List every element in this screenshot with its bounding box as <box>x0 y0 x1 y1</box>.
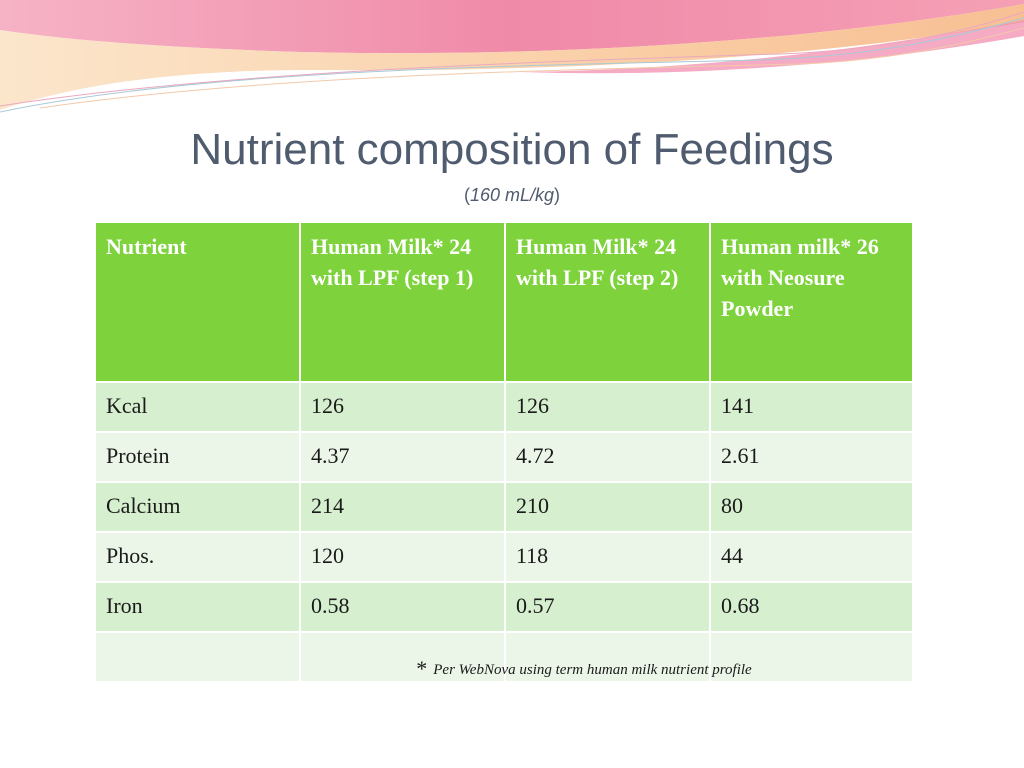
value-cell: 214 <box>299 481 506 533</box>
value-cell: 0.58 <box>299 581 506 633</box>
header-nutrient: Nutrient <box>94 221 301 383</box>
header-human-milk-24-step1: Human Milk* 24 with LPF (step 1) <box>299 221 506 383</box>
value-cell: 44 <box>709 531 914 583</box>
thin-line-2 <box>0 11 1024 107</box>
decorative-swoosh-banner <box>0 0 1024 113</box>
header-human-milk-26-neosure: Human milk* 26 with Neosure Powder <box>709 221 914 383</box>
thin-line-3 <box>39 27 1024 109</box>
footnote-marker: * <box>416 656 428 681</box>
header-human-milk-24-step2: Human Milk* 24 with LPF (step 2) <box>504 221 711 383</box>
nutrient-name-cell: Kcal <box>94 381 301 433</box>
empty-cell <box>94 631 301 683</box>
subtitle-unit: 160 mL/kg <box>469 185 555 205</box>
peach-swoosh <box>0 4 1024 110</box>
value-cell: 118 <box>504 531 711 583</box>
empty-cell <box>709 631 914 683</box>
value-cell: 4.72 <box>504 431 711 483</box>
nutrient-name-cell: Calcium <box>94 481 301 533</box>
table-footnote-row <box>94 631 914 683</box>
value-cell: 0.57 <box>504 581 711 633</box>
pink-swoosh <box>0 0 1024 54</box>
pink-lower-swoosh <box>520 20 1024 74</box>
value-cell: 2.61 <box>709 431 914 483</box>
footnote-text: Per WebNova using term human milk nutrie… <box>433 662 752 678</box>
table-header-row: Nutrient Human Milk* 24 with LPF (step 1… <box>94 221 914 383</box>
value-cell: 80 <box>709 481 914 533</box>
table-row: Protein 4.37 4.72 2.61 <box>94 431 914 483</box>
slide-subtitle: (160 mL/kg) <box>0 183 1024 207</box>
subtitle-open-paren: ( <box>463 185 470 205</box>
nutrient-name-cell: Protein <box>94 431 301 483</box>
table-row: Calcium 214 210 80 <box>94 481 914 533</box>
table-row: Kcal 126 126 141 <box>94 381 914 433</box>
empty-cell <box>299 631 506 683</box>
nutrient-table: Nutrient Human Milk* 24 with LPF (step 1… <box>94 221 914 683</box>
value-cell: 0.68 <box>709 581 914 633</box>
subtitle-close-paren: ) <box>554 185 561 205</box>
value-cell: 4.37 <box>299 431 506 483</box>
footnote: * Per WebNova using term human milk nutri… <box>0 656 1024 683</box>
nutrient-name-cell: Iron <box>94 581 301 633</box>
value-cell: 120 <box>299 531 506 583</box>
value-cell: 210 <box>504 481 711 533</box>
thin-line-1 <box>0 17 1024 113</box>
slide-title: Nutrient composition of Feedings <box>190 125 834 174</box>
value-cell: 141 <box>709 381 914 433</box>
table-row: Phos. 120 118 44 <box>94 531 914 583</box>
empty-cell <box>504 631 711 683</box>
nutrient-name-cell: Phos. <box>94 531 301 583</box>
value-cell: 126 <box>504 381 711 433</box>
value-cell: 126 <box>299 381 506 433</box>
table-row: Iron 0.58 0.57 0.68 <box>94 581 914 633</box>
